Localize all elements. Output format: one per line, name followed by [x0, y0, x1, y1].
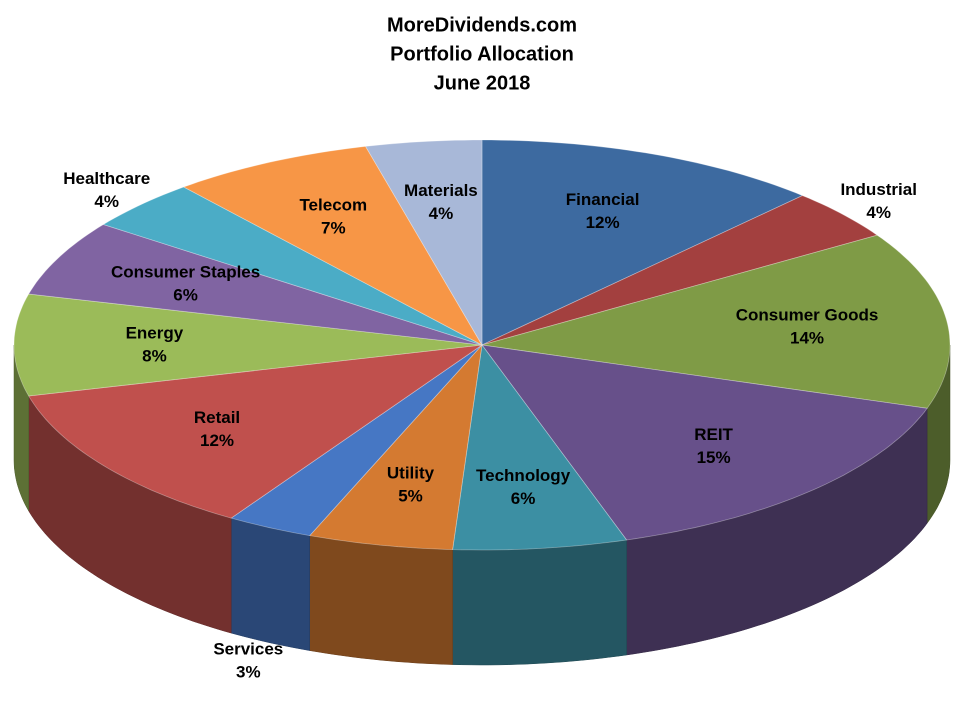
slice-value-label: 4% — [866, 203, 891, 222]
slice-side — [309, 535, 453, 665]
slice — [102, 186, 483, 346]
slice-value-label: 3% — [236, 662, 261, 681]
chart-title: MoreDividends.com — [387, 14, 577, 36]
slice-label: Retail — [194, 408, 240, 427]
slice-value-label: 6% — [173, 285, 198, 304]
slice-label: Technology — [476, 466, 571, 485]
slice — [230, 344, 483, 537]
slice — [28, 344, 483, 519]
slice-side — [452, 539, 627, 666]
slice-value-label: 12% — [200, 431, 234, 450]
slice-value-label: 6% — [511, 489, 536, 508]
slice — [28, 224, 483, 346]
slice-label: REIT — [694, 425, 733, 444]
chart-title: June 2018 — [434, 72, 531, 94]
slice — [481, 195, 879, 346]
slice-label: Services — [213, 639, 283, 658]
slice-value-label: 14% — [790, 328, 824, 347]
slice-label: Consumer Staples — [111, 262, 260, 281]
slice-value-label: 7% — [321, 219, 346, 238]
slice-label: Telecom — [299, 196, 367, 215]
slice — [308, 343, 483, 551]
slice-value-label: 15% — [697, 448, 731, 467]
slice-label: Industrial — [840, 180, 917, 199]
slice — [452, 343, 628, 551]
slice — [481, 234, 951, 409]
slice-label: Healthcare — [63, 169, 150, 188]
slice — [481, 139, 804, 346]
slice-label: Energy — [126, 323, 184, 342]
slice — [13, 293, 483, 397]
slice — [481, 344, 928, 541]
slice-value-label: 4% — [429, 204, 454, 223]
slice-value-label: 5% — [398, 486, 423, 505]
slice-label: Materials — [404, 181, 478, 200]
slice — [182, 145, 484, 347]
slice — [364, 139, 483, 347]
slice-label: Financial — [566, 190, 640, 209]
slice-value-label: 12% — [586, 213, 620, 232]
slice-label: Utility — [387, 463, 435, 482]
slice-label: Consumer Goods — [736, 305, 879, 324]
slice-value-label: 4% — [94, 192, 119, 211]
slice-value-label: 8% — [142, 346, 167, 365]
slice-side — [230, 517, 310, 651]
chart-title: Portfolio Allocation — [390, 43, 574, 65]
